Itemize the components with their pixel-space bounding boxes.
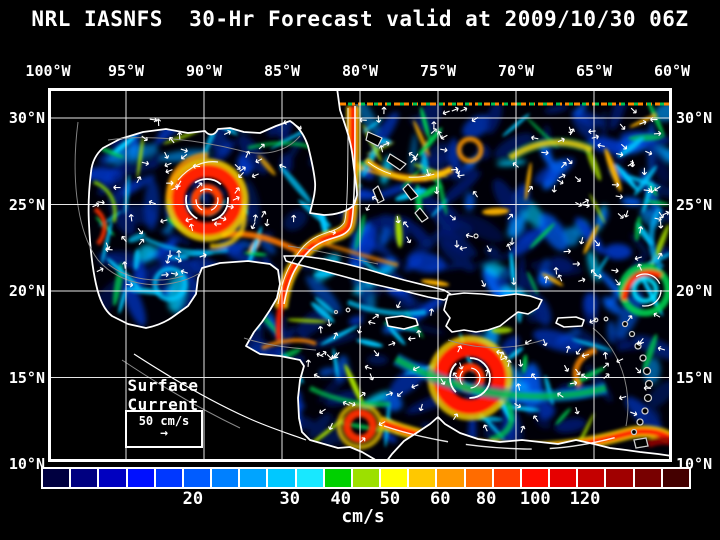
surface-current-label: Surface Current: [127, 376, 199, 414]
caribbean-current: [394, 355, 607, 400]
west-caribbean-filament: [308, 385, 391, 407]
colorbar-segment: [352, 469, 380, 487]
lon-tick-label: 95°W: [107, 62, 145, 80]
colorbar-tick-label: 120: [569, 489, 601, 509]
caribbean-arc: [572, 347, 598, 388]
gulf-eddy-arm: [165, 152, 209, 201]
lon-tick-label: 85°W: [263, 62, 301, 80]
colorbar-segment: [578, 469, 605, 487]
colorbar-segment: [71, 469, 98, 487]
velocity-scale-box: 50 cm/s →: [125, 410, 203, 448]
lon-tick-label: 65°W: [575, 62, 613, 80]
speed-colorbar: [41, 467, 691, 489]
lat-tick-label: 15°N: [676, 368, 713, 387]
caribbean-eddy-tail: [488, 398, 515, 443]
atlantic-eddy-east: [631, 276, 659, 304]
colorbar-segment: [493, 469, 520, 487]
atlantic-eddy-small: [456, 136, 484, 164]
hispaniola: [443, 292, 543, 333]
lat-tick-label: 10°N: [8, 455, 45, 473]
scale-arrow-icon: →: [160, 426, 168, 441]
model-domain-mask: [340, 88, 672, 104]
colorbar-segment: [606, 469, 633, 487]
lat-tick-label: 25°N: [676, 195, 713, 214]
west-gulf-filament: [93, 180, 117, 223]
lesser-antilles: [333, 307, 654, 449]
south-america: [385, 416, 673, 463]
north-central-america: [47, 87, 379, 463]
colorbar-segment: [43, 469, 70, 487]
lat-tick-label: 20°N: [676, 282, 713, 300]
trinidad: [633, 437, 649, 449]
colorbar-segment: [240, 469, 267, 487]
plot-title: NRL IASNFS 30-Hr Forecast valid at 2009/…: [31, 7, 689, 31]
map-frame: [48, 88, 672, 462]
lon-tick-label: 70°W: [497, 62, 535, 80]
lon-tick-label: 75°W: [419, 62, 457, 80]
colorbar-tick-label: 30: [279, 489, 301, 509]
current-map: [47, 87, 688, 463]
atlantic-eddy-east: [618, 263, 672, 317]
corner-current: [646, 436, 674, 448]
campeche-swirl: [152, 266, 188, 302]
colorbar-segment: [409, 469, 436, 487]
colorbar-tick-label: 60: [430, 489, 451, 509]
lat-tick-label: 30°N: [8, 109, 45, 127]
graticule: [50, 90, 670, 460]
cuba-north-current: [309, 238, 399, 267]
colorbar-segment: [268, 469, 295, 487]
colorbar-segment: [634, 469, 661, 487]
colorbar-segment: [465, 469, 492, 487]
colorbar-segment: [183, 469, 211, 487]
gulf-ring-eddy: [191, 184, 223, 216]
bathymetry-contours: [74, 121, 629, 427]
jamaica: [385, 315, 419, 330]
lon-tick-label: 100°W: [25, 62, 71, 80]
colorbar-segment: [521, 469, 549, 487]
lat-tick-label: 15°N: [8, 368, 45, 387]
lon-tick-label: 60°W: [653, 62, 691, 80]
lon-tick-label: 90°W: [185, 62, 223, 80]
colorbar-tick-label: 20: [182, 489, 204, 509]
colorbar-segment: [550, 469, 577, 487]
colorbar-segment: [324, 469, 351, 487]
colorbar-segment: [437, 469, 464, 487]
colorbar-units: cm/s: [341, 506, 385, 527]
scale-value: 50 cm/s: [138, 414, 190, 428]
pacific-coastline: [133, 353, 307, 441]
lat-tick-label: 30°N: [676, 109, 713, 127]
colorbar-segment: [662, 469, 689, 487]
colorbar-segment: [99, 469, 126, 487]
colorbar-segment: [296, 469, 323, 487]
colorbar-tick-label: 50: [379, 489, 401, 509]
east-edge-filament: [648, 206, 665, 271]
honduras-coastal-current: [261, 338, 317, 350]
west-gulf-filament: [93, 207, 107, 246]
colorbar-segment: [155, 469, 182, 487]
colorbar-segment: [381, 469, 408, 487]
colorbar-segment: [212, 469, 239, 487]
atlantic-filament: [508, 139, 594, 161]
map-area: [47, 87, 688, 463]
pacific-border-line: [121, 359, 241, 429]
gulf-ring-eddy: [171, 164, 243, 236]
puerto-rico: [555, 316, 585, 328]
velocity-arrows: [92, 106, 670, 444]
gulf-eddy-arm: [209, 209, 247, 249]
lon-tick-label: 80°W: [341, 62, 379, 80]
landmasses: [47, 87, 673, 463]
colorbar-tick-label: 80: [475, 489, 497, 509]
bahamas: [365, 131, 479, 239]
cuba-south-filament: [347, 299, 427, 317]
colorbar-segment: [127, 469, 154, 487]
colorbar-tick-label: 40: [330, 489, 352, 509]
yucatan-channel-current: [275, 305, 284, 341]
lat-tick-label: 25°N: [8, 195, 45, 214]
gulf-filament: [143, 236, 229, 255]
colorbar-tick-label: 100: [519, 489, 551, 509]
lat-tick-label: 20°N: [8, 282, 45, 300]
